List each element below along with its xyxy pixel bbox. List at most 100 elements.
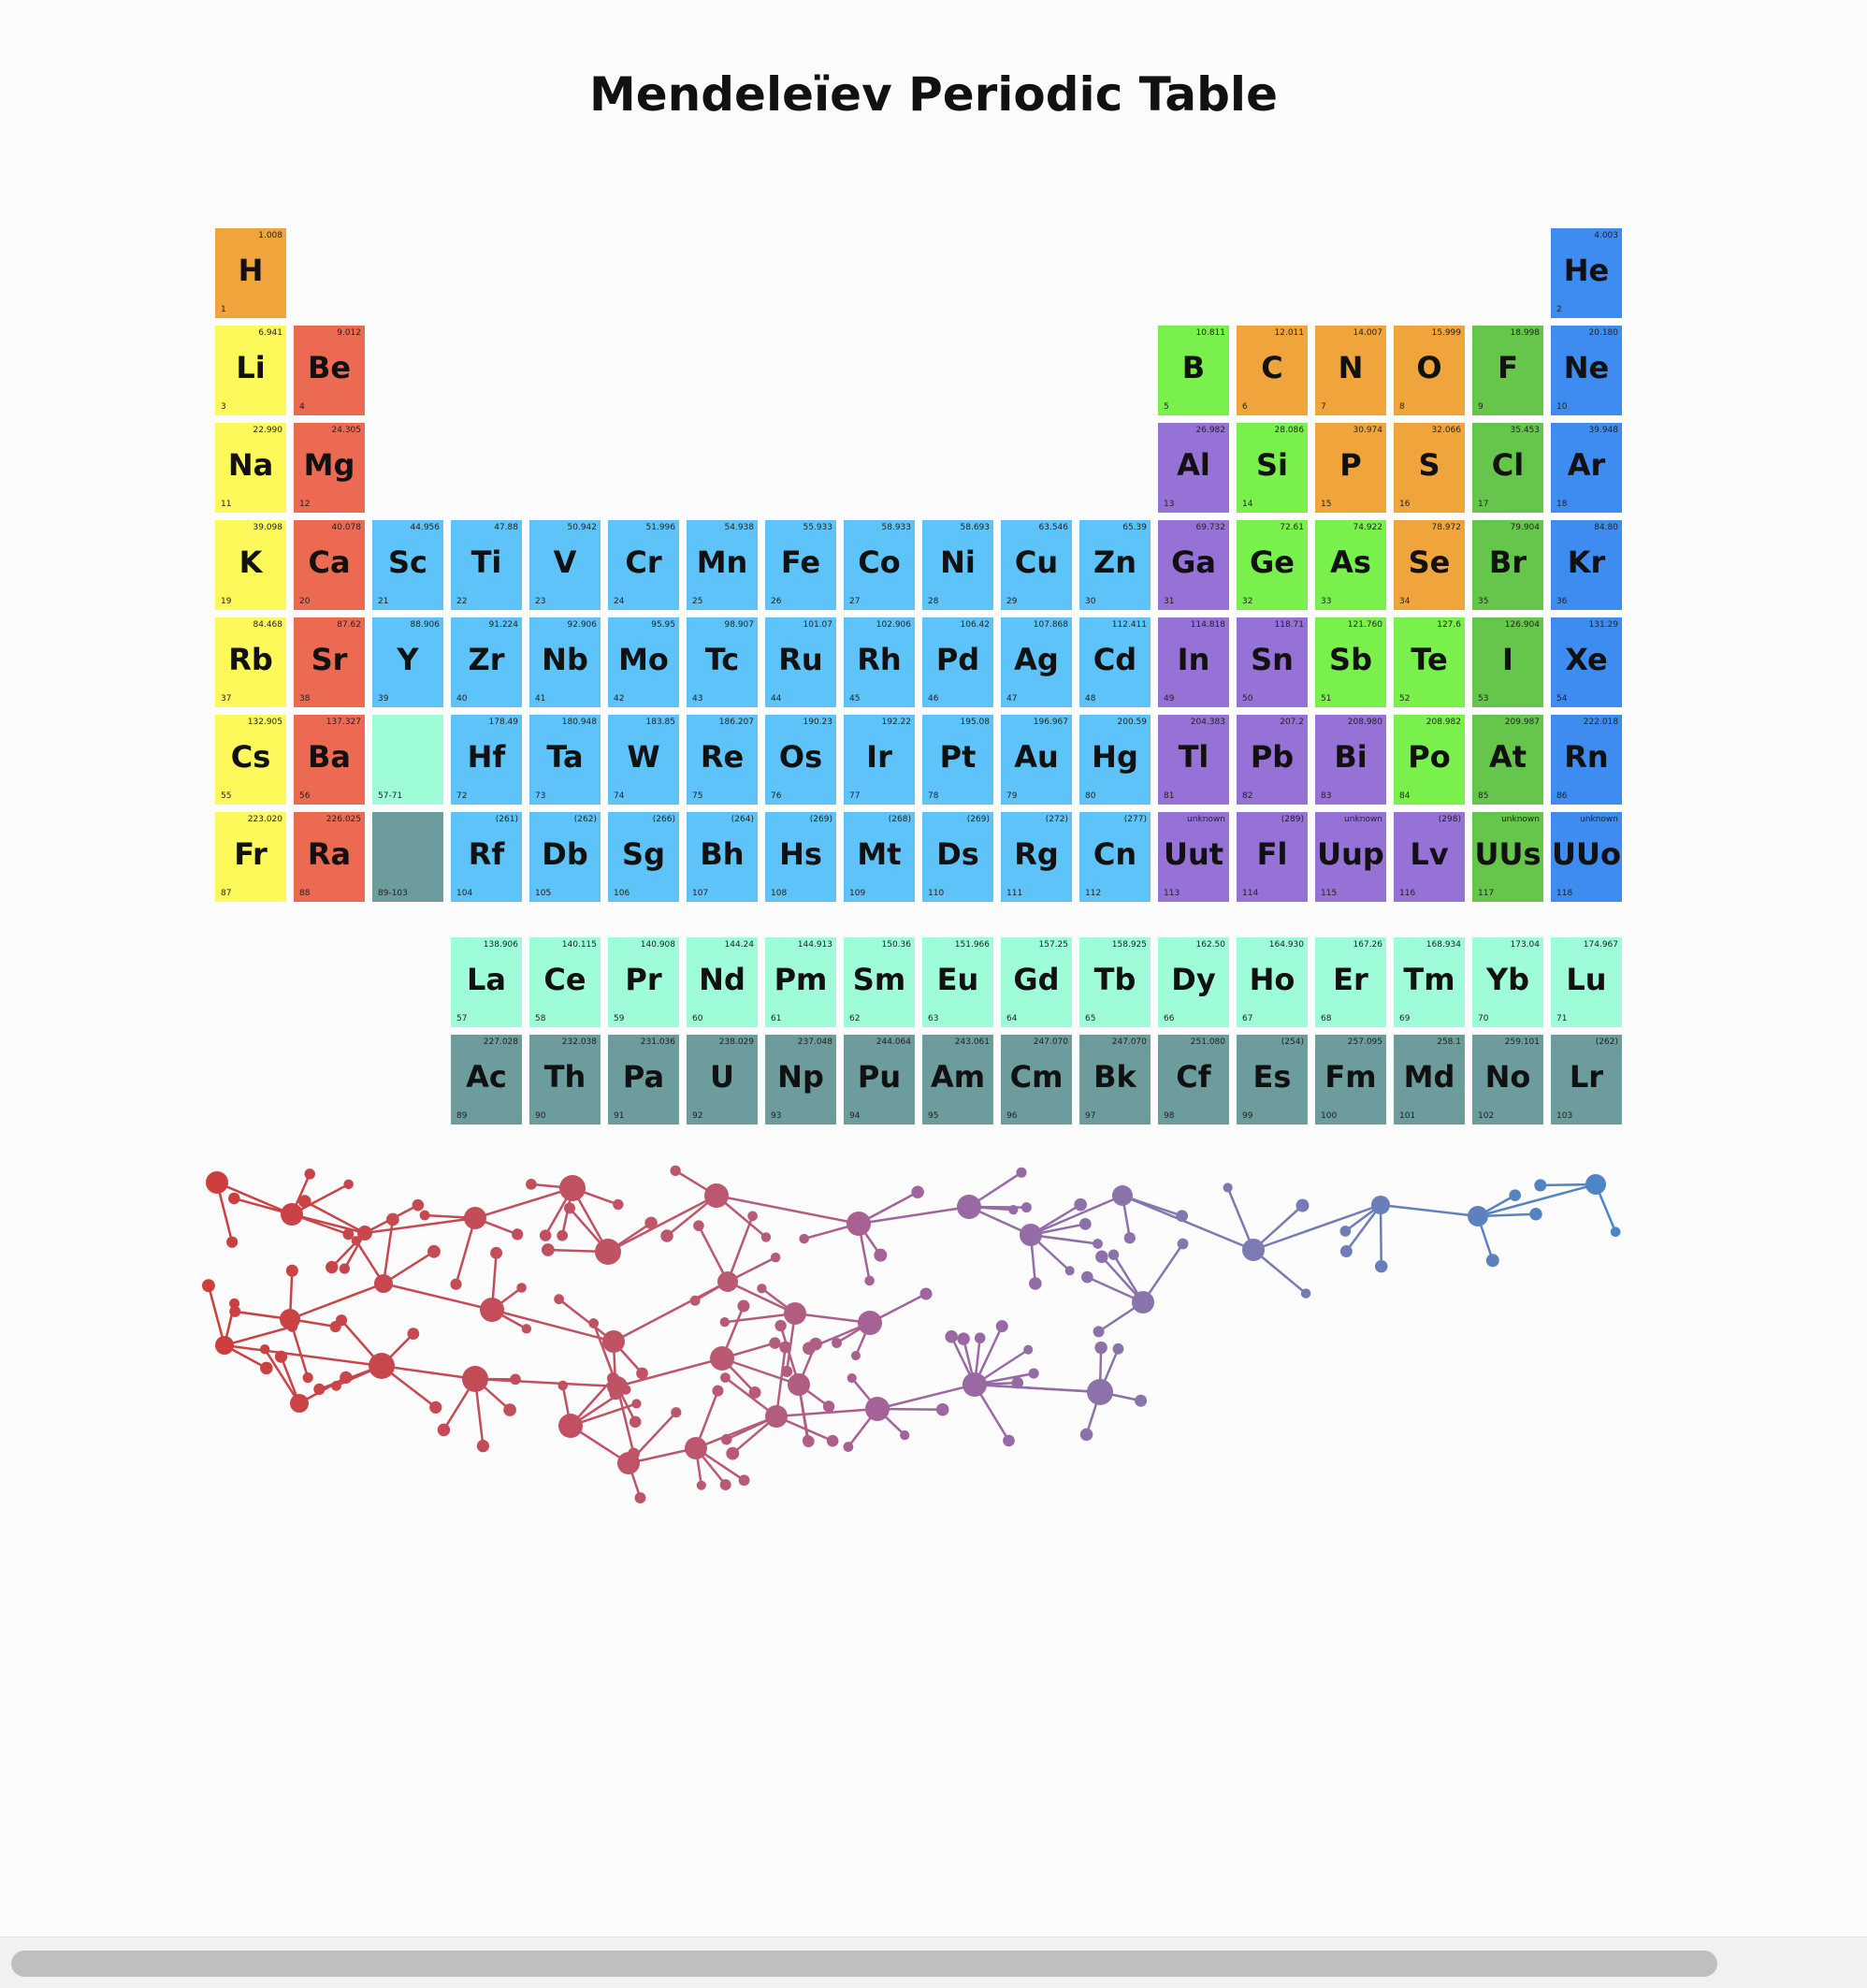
element-tile[interactable]: 89-103 — [372, 812, 443, 902]
scrollbar-thumb[interactable] — [11, 1951, 1717, 1977]
element-tile[interactable]: 57-71 — [372, 715, 443, 805]
